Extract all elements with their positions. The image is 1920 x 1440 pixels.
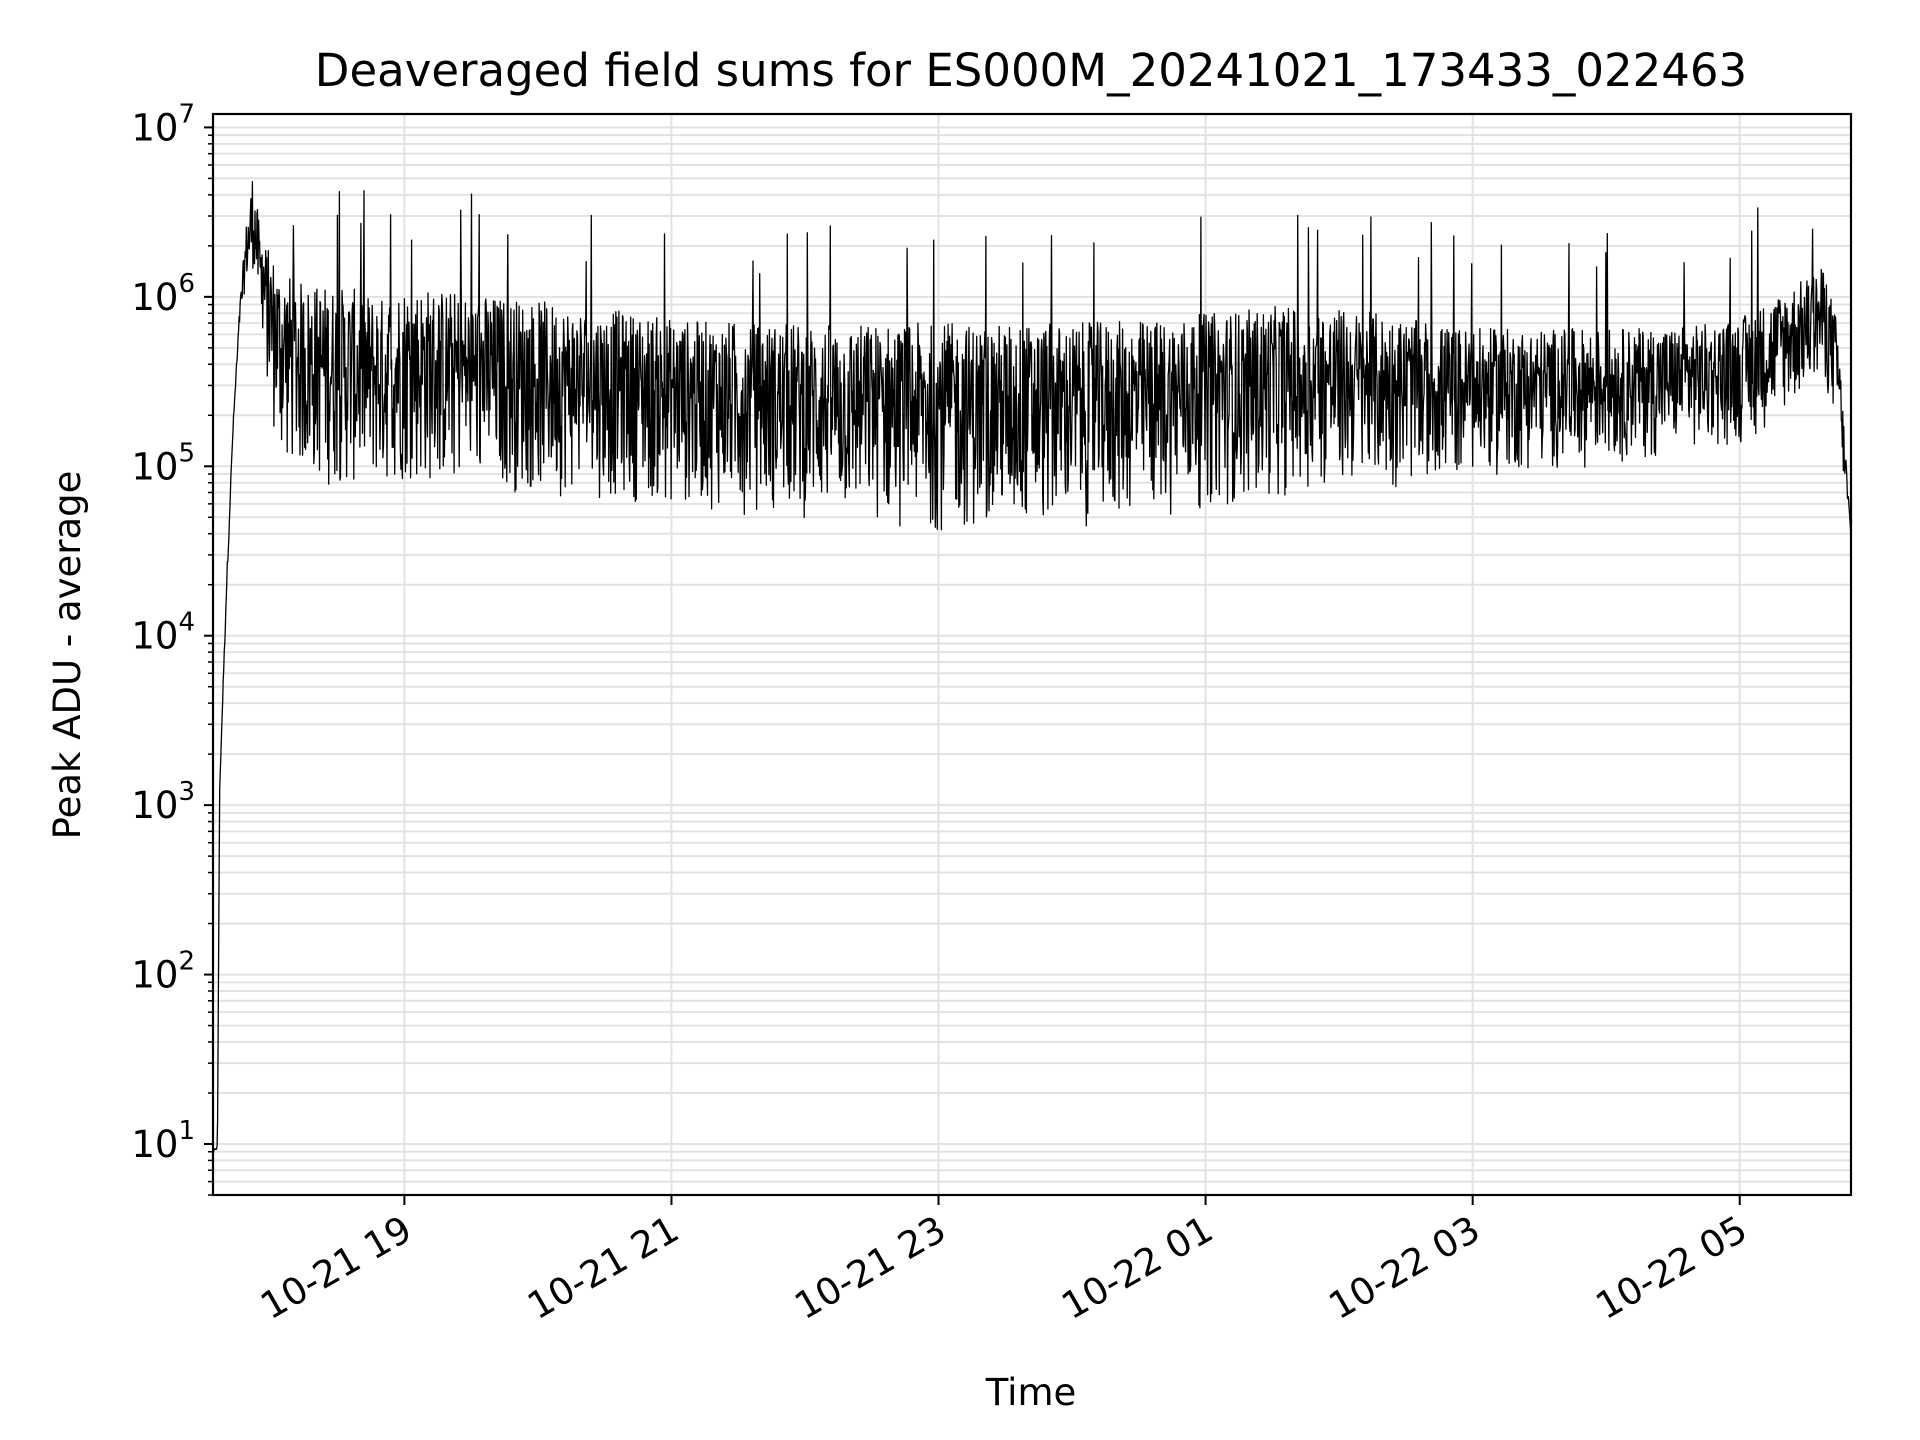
y-tick-label: 101: [131, 1116, 195, 1166]
series-layer: [213, 180, 1851, 1153]
y-tick-label: 104: [131, 608, 195, 658]
y-tick-label: 106: [131, 269, 195, 319]
chart-title: Deaveraged field sums for ES000M_2024102…: [315, 44, 1747, 97]
plot-frame: [211, 112, 1853, 1197]
series-line: [213, 180, 1851, 1153]
y-tick-label: 103: [131, 777, 195, 827]
y-tick-label: 102: [131, 947, 195, 997]
y-axis-title: Peak ADU - average: [46, 471, 89, 840]
x-axis-title: Time: [985, 1371, 1077, 1414]
y-tick-label: 107: [131, 99, 195, 149]
y-tick-label: 105: [131, 438, 195, 488]
